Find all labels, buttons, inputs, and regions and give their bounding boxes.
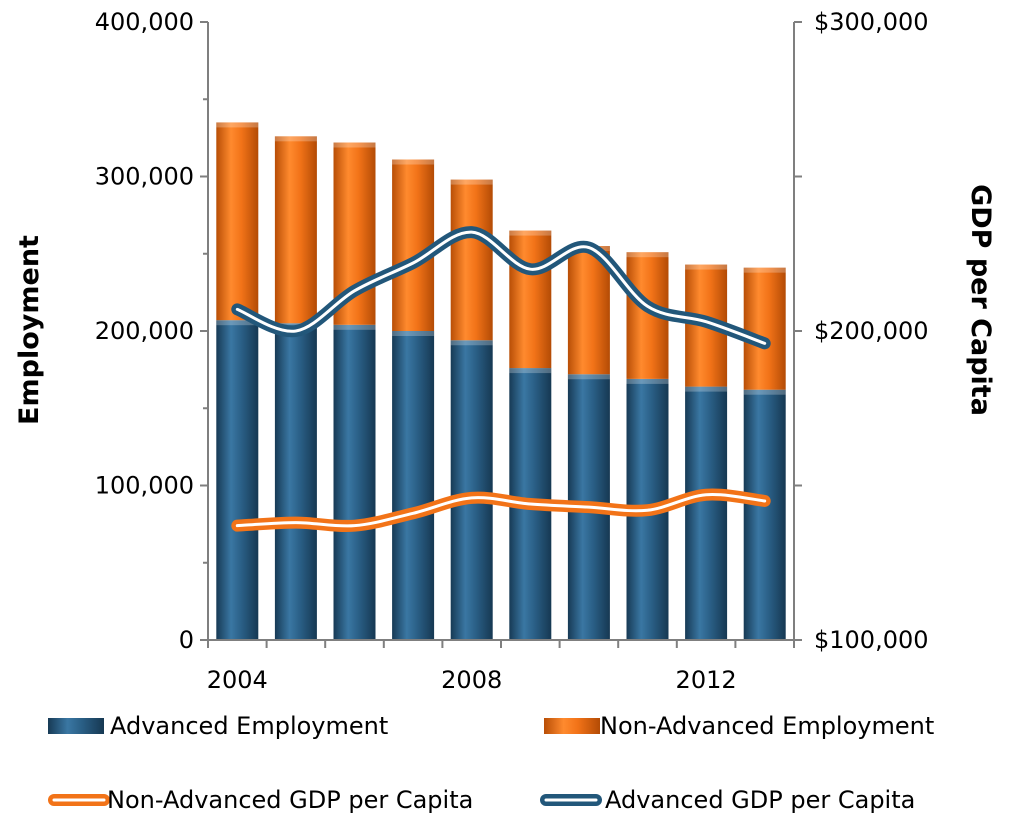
point-non-advanced-gdp-per-capita-2013: [763, 499, 766, 502]
bar-highlight: [685, 264, 728, 270]
bar-highlight: [216, 122, 259, 128]
point-advanced-gdp-per-capita-2011: [646, 305, 649, 308]
legend-label-non-advanced-gdp-per-capita: Non-Advanced GDP per Capita: [107, 786, 473, 814]
legend-label-non-advanced-employment: Non-Advanced Employment: [600, 712, 934, 740]
bar-non-advanced-2010: [567, 246, 610, 375]
bar-non-advanced-2007: [392, 159, 435, 331]
bar-highlight: [450, 340, 493, 346]
bar-non-advanced-2004: [216, 122, 259, 321]
line-inner-advanced-gdp-per-capita: [235, 230, 767, 345]
legend-label-advanced-gdp-per-capita: Advanced GDP per Capita: [605, 786, 915, 814]
bar-advanced-2004: [216, 320, 259, 640]
bar-non-advanced-2005: [274, 136, 317, 324]
legend-swatch-advanced-employment: [48, 718, 104, 734]
y-tick-label: 300,000: [95, 163, 194, 191]
y-tick-label: 400,000: [95, 8, 194, 36]
point-advanced-gdp-per-capita-2004: [236, 308, 239, 311]
point-non-advanced-gdp-per-capita-2009: [529, 503, 532, 506]
bar-non-advanced-2009: [509, 230, 552, 369]
bar-highlight: [450, 179, 493, 185]
point-non-advanced-gdp-per-capita-2008: [470, 496, 473, 499]
legend-swatch-non-advanced-employment: [544, 718, 600, 734]
y2-axis-title: GDP per Capita: [965, 184, 996, 416]
bar-advanced-2007: [392, 331, 435, 640]
bar-highlight: [392, 331, 435, 336]
bar-highlight: [685, 386, 728, 392]
point-advanced-gdp-per-capita-2007: [412, 262, 415, 265]
point-advanced-gdp-per-capita-2012: [705, 320, 708, 323]
legend: Advanced Employment Non-Advanced Employme…: [48, 712, 934, 814]
point-advanced-gdp-per-capita-2010: [587, 246, 590, 249]
y-tick-label: 200,000: [95, 317, 194, 345]
point-advanced-gdp-per-capita-2013: [763, 342, 766, 345]
bar-highlight: [274, 136, 317, 142]
bar-non-advanced-2008: [450, 179, 493, 341]
point-advanced-gdp-per-capita-2008: [470, 231, 473, 234]
x-tick-label: 2004: [207, 666, 268, 694]
point-non-advanced-gdp-per-capita-2010: [587, 506, 590, 509]
bar-highlight: [216, 320, 259, 326]
point-advanced-gdp-per-capita-2009: [529, 268, 532, 271]
point-non-advanced-gdp-per-capita-2007: [412, 512, 415, 515]
x-tick-label: 2012: [676, 666, 737, 694]
bar-highlight: [567, 374, 610, 380]
point-non-advanced-gdp-per-capita-2004: [236, 524, 239, 527]
bar-highlight: [509, 368, 552, 374]
axes-layer: 0 100,000 200,000 300,000 400,000 $100,000 $20…: [95, 8, 929, 694]
line-inner-non-advanced-gdp-per-capita: [235, 493, 767, 528]
point-non-advanced-gdp-per-capita-2006: [353, 524, 356, 527]
bar-advanced-2013: [743, 389, 786, 640]
bar-highlight: [626, 252, 669, 258]
y-tick-label: 100,000: [95, 472, 194, 500]
bar-highlight: [333, 142, 376, 148]
point-non-advanced-gdp-per-capita-2005: [294, 521, 297, 524]
bar-highlight: [626, 378, 669, 384]
bar-highlight: [743, 267, 786, 273]
bar-advanced-2006: [333, 324, 376, 640]
bar-highlight: [333, 324, 376, 330]
point-non-advanced-gdp-per-capita-2012: [705, 493, 708, 496]
bar-highlight: [392, 159, 435, 165]
bar-advanced-2012: [685, 386, 728, 640]
y-tick-label: 0: [179, 626, 194, 654]
y-axis-title: Employment: [14, 235, 45, 425]
bar-highlight: [743, 389, 786, 395]
point-advanced-gdp-per-capita-2005: [294, 330, 297, 333]
y2-tick-label: $200,000: [814, 317, 929, 345]
bar-non-advanced-2013: [743, 267, 786, 390]
point-advanced-gdp-per-capita-2006: [353, 289, 356, 292]
bars-layer: [216, 122, 786, 640]
legend-label-advanced-employment: Advanced Employment: [110, 712, 388, 740]
y2-tick-label: $100,000: [814, 626, 929, 654]
point-non-advanced-gdp-per-capita-2011: [646, 509, 649, 512]
lines-layer: [231, 226, 771, 532]
bar-advanced-2008: [450, 340, 493, 640]
bar-highlight: [509, 230, 552, 236]
bar-advanced-2005: [274, 323, 317, 640]
y2-tick-label: $300,000: [814, 8, 929, 36]
x-tick-label: 2008: [441, 666, 502, 694]
